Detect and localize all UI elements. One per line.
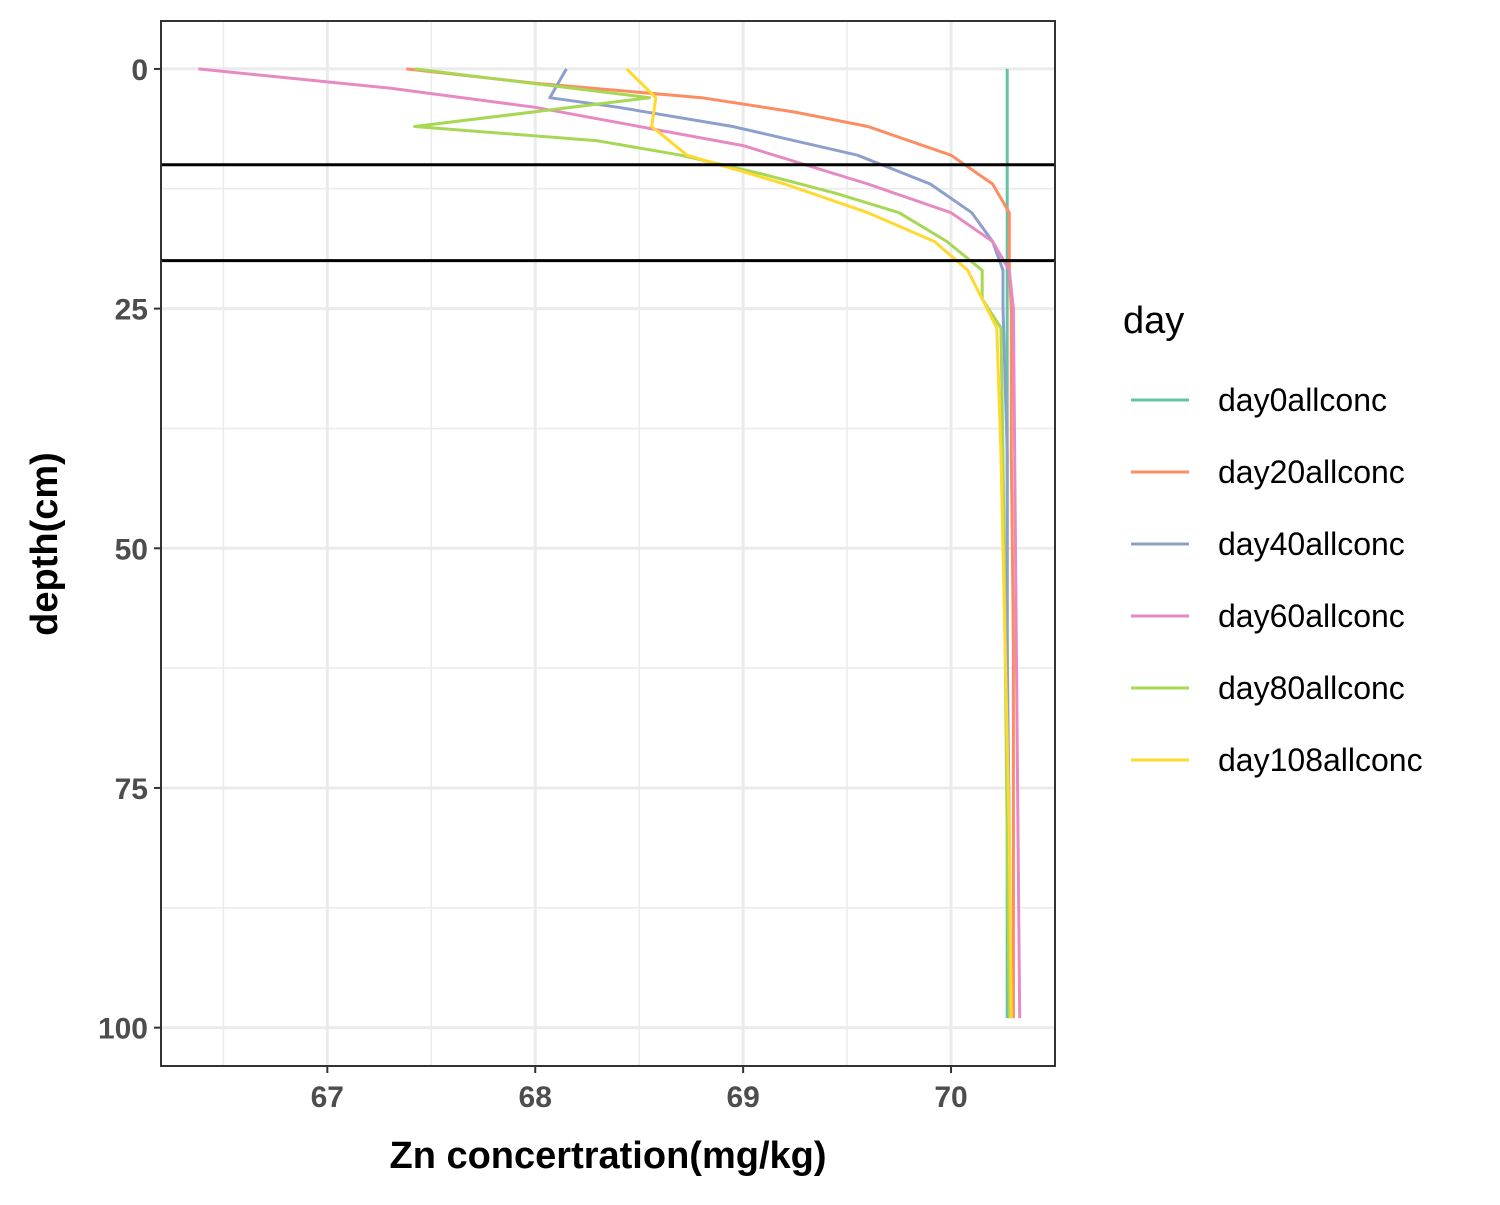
series-line-day108allconc: [625, 67, 1013, 1019]
legend-label: day0allconc: [1218, 382, 1387, 418]
plot-panel-border: [160, 20, 1056, 1067]
x-tick-label: 68: [519, 1081, 552, 1114]
legend-title: day: [1123, 300, 1184, 342]
x-tick-label: 70: [934, 1081, 967, 1114]
x-tick-label: 69: [726, 1081, 759, 1114]
series-line-day60allconc: [198, 67, 1022, 1019]
y-tick-label: 0: [131, 54, 148, 87]
y-tick-label: 50: [115, 533, 148, 566]
legend-label: day108allconc: [1218, 742, 1423, 778]
x-axis-title: Zn concertration(mg/kg): [389, 1135, 826, 1177]
legend-label: day20allconc: [1218, 454, 1405, 490]
series-line-day40allconc: [548, 68, 1011, 1019]
reference-lines: [161, 163, 1055, 263]
series-line-day20allconc: [406, 67, 1015, 1019]
y-tick-label: 75: [115, 773, 148, 806]
y-axis-title: depth(cm): [24, 452, 66, 636]
axes: 67 68 69 70 0 25 50 75 100: [98, 54, 968, 1114]
y-tick-label: 100: [98, 1013, 148, 1046]
grid: [161, 21, 1056, 1066]
legend-label: day80allconc: [1218, 670, 1405, 706]
legend-label: day60allconc: [1218, 598, 1405, 634]
x-tick-label: 67: [311, 1081, 344, 1114]
y-tick-label: 25: [115, 294, 148, 327]
series-lines: [198, 67, 1022, 1019]
legend-label: day40allconc: [1218, 526, 1405, 562]
legend: day day0allconc day20allconc day40allconc d…: [1123, 300, 1423, 778]
